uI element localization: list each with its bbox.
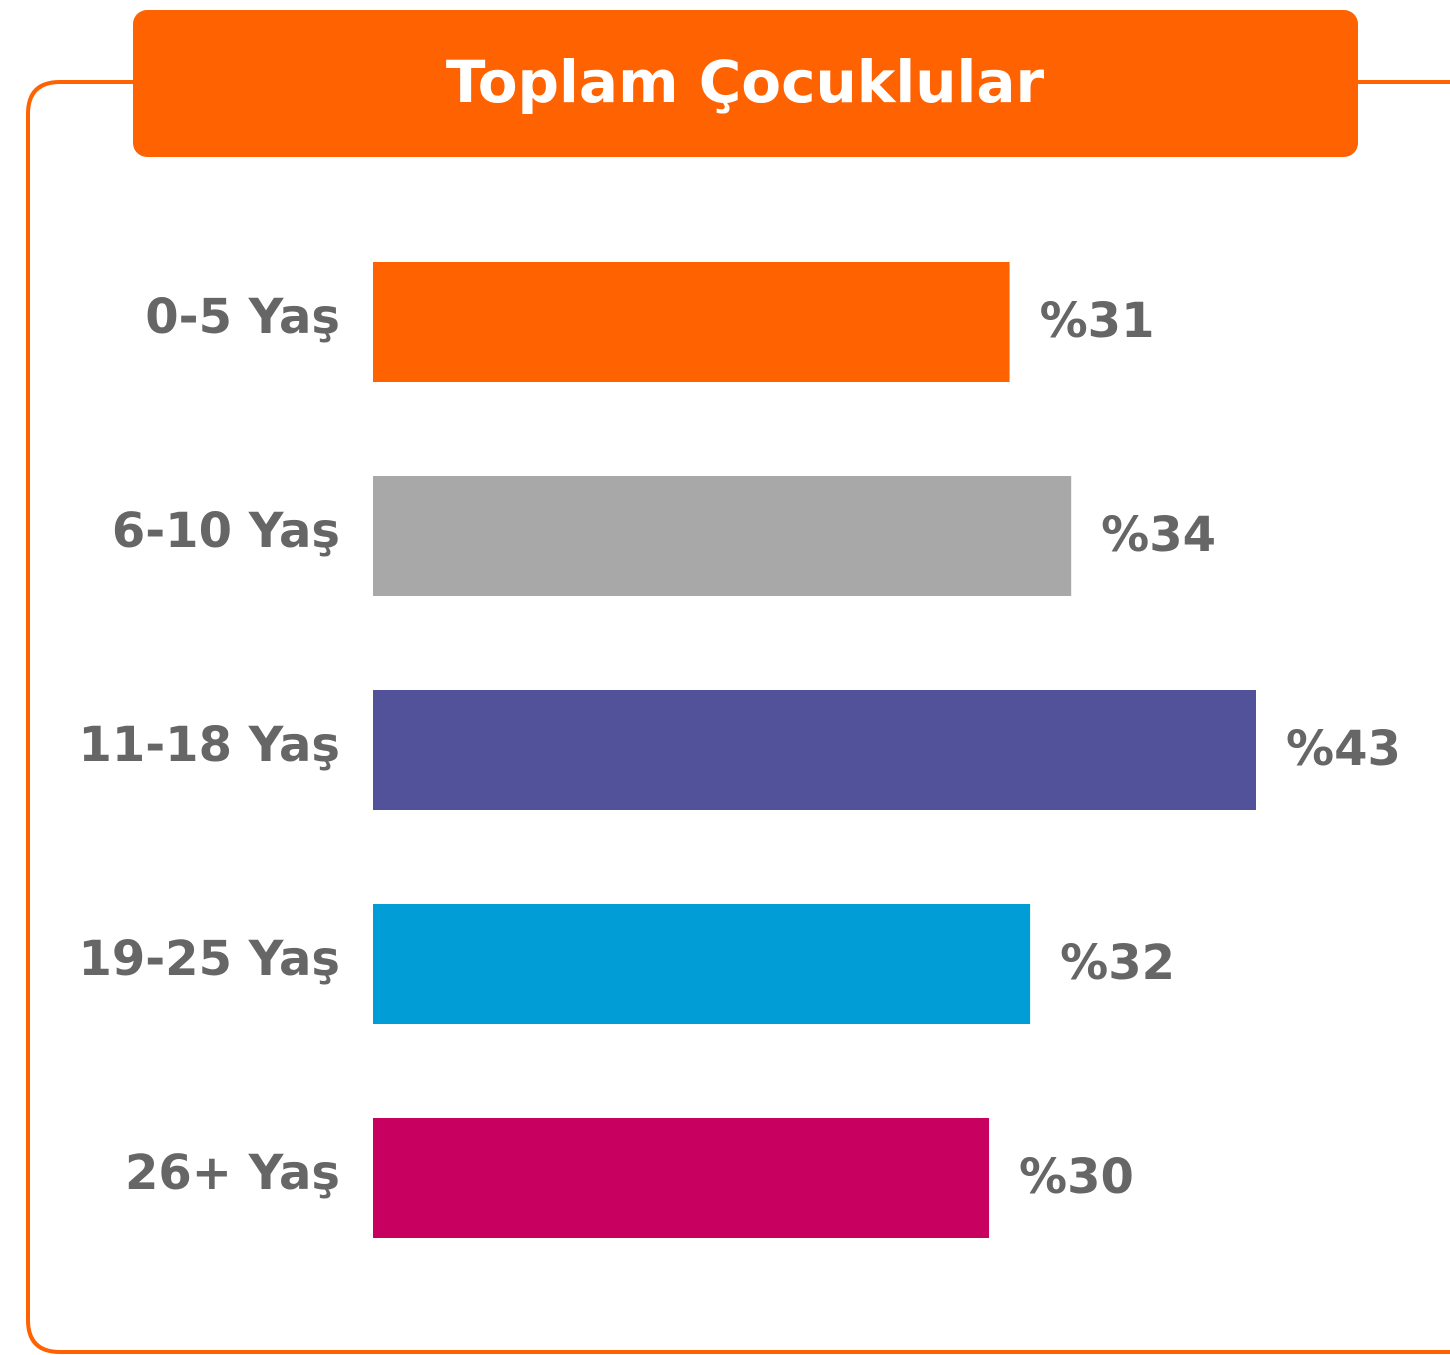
category-label: 0-5 Yaş — [145, 289, 340, 345]
bar — [373, 904, 1031, 1024]
bar — [373, 1118, 990, 1238]
bar — [373, 262, 1010, 382]
chart-title: Toplam Çocuklular — [446, 48, 1045, 116]
value-label: %34 — [1101, 507, 1216, 563]
bar — [373, 690, 1256, 810]
value-label: %30 — [1019, 1149, 1134, 1205]
value-label: %43 — [1286, 721, 1401, 777]
category-label: 11-18 Yaş — [78, 717, 340, 773]
bar — [373, 476, 1072, 596]
category-label: 19-25 Yaş — [78, 931, 340, 987]
title-box — [133, 10, 1358, 157]
value-label: %32 — [1060, 935, 1175, 991]
category-label: 6-10 Yaş — [112, 503, 340, 559]
frame — [26, 80, 1450, 1354]
category-label: 26+ Yaş — [125, 1145, 340, 1201]
value-label: %31 — [1040, 293, 1155, 349]
